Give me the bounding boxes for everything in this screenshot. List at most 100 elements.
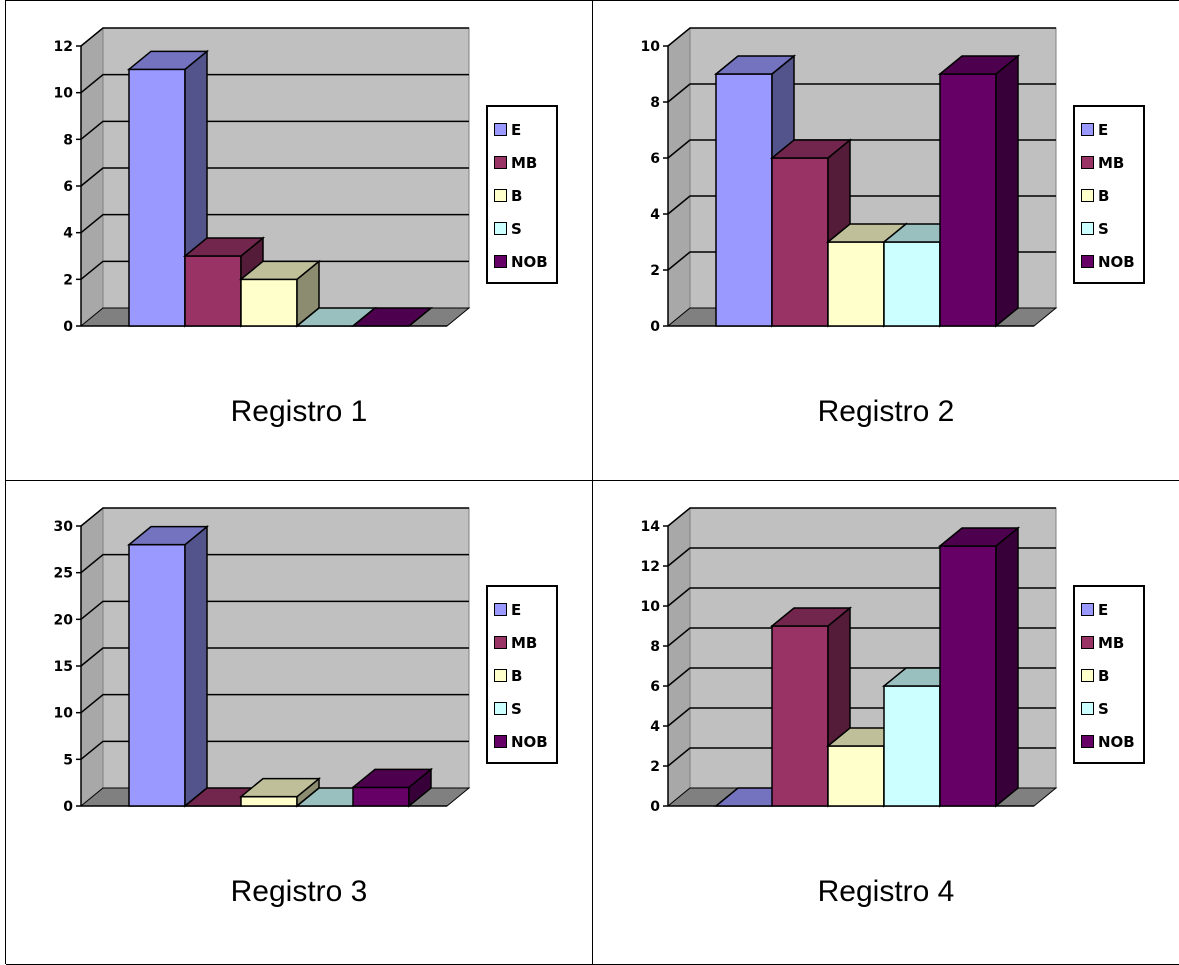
legend-label: B bbox=[1098, 666, 1110, 685]
legend-swatch bbox=[494, 603, 507, 616]
bar-top-b bbox=[238, 260, 322, 281]
legend-label: NOB bbox=[1098, 252, 1135, 271]
legend-item-b: B bbox=[494, 659, 550, 692]
legend-label: S bbox=[511, 219, 522, 238]
bar-top-nob bbox=[350, 307, 434, 327]
y-tick-label: 25 bbox=[54, 566, 73, 582]
legend: E MB B S NOB bbox=[1073, 105, 1145, 284]
bar-top-b bbox=[238, 777, 322, 798]
legend-item-b: B bbox=[494, 179, 550, 212]
legend-item-nob: NOB bbox=[494, 725, 550, 758]
y-tick-label: 30 bbox=[54, 519, 74, 535]
bar-front-b bbox=[827, 241, 885, 327]
legend-item-s: S bbox=[1081, 212, 1137, 245]
y-tick-label: 0 bbox=[63, 799, 73, 815]
y-tick-label: 6 bbox=[650, 151, 660, 167]
bar-top-mb bbox=[769, 607, 853, 627]
legend-swatch bbox=[494, 669, 507, 682]
y-tick-label: 6 bbox=[63, 179, 73, 195]
legend-swatch bbox=[1081, 255, 1094, 268]
legend-label: MB bbox=[511, 633, 538, 652]
legend-item-e: E bbox=[1081, 113, 1137, 146]
legend-item-mb: MB bbox=[494, 146, 550, 179]
y-tick-label: 5 bbox=[63, 752, 73, 768]
legend-label: B bbox=[1098, 186, 1110, 205]
gridline bbox=[80, 600, 469, 620]
legend-label: S bbox=[511, 699, 522, 718]
y-tick-label: 14 bbox=[641, 519, 661, 535]
legend: E MB B S NOB bbox=[486, 105, 558, 284]
chart-panel-registro-2: 0 2 4 6 8 10 E MB B S NOB Registro 2 bbox=[593, 1, 1179, 481]
gridline bbox=[80, 647, 469, 667]
gridline bbox=[667, 507, 1056, 527]
side-wall bbox=[667, 506, 691, 808]
legend-label: B bbox=[511, 186, 523, 205]
legend: E MB B S NOB bbox=[1073, 585, 1145, 764]
y-tick-label: 10 bbox=[641, 39, 661, 55]
bar-front-e bbox=[715, 73, 773, 327]
y-tick-label: 10 bbox=[54, 86, 74, 102]
bar-chart-1: 0 2 4 6 8 10 12 bbox=[54, 26, 471, 335]
gridline bbox=[80, 27, 469, 47]
y-tick-label: 10 bbox=[641, 599, 661, 615]
chart-panel-registro-4: 0 2 4 6 8 10 12 14 E MB B S NOB Registro 4 bbox=[593, 481, 1179, 965]
bar-b bbox=[238, 777, 322, 808]
legend-swatch bbox=[1081, 735, 1094, 748]
legend-item-e: E bbox=[1081, 593, 1137, 626]
gridline bbox=[667, 139, 1056, 159]
gridline bbox=[667, 83, 1056, 103]
y-tick-label: 8 bbox=[650, 639, 660, 655]
legend-label: NOB bbox=[511, 732, 548, 751]
legend-label: S bbox=[1098, 219, 1109, 238]
legend-item-mb: MB bbox=[494, 626, 550, 659]
bar-nob bbox=[350, 767, 434, 808]
bar-top-mb bbox=[769, 139, 853, 159]
legend-item-mb: MB bbox=[1081, 146, 1137, 179]
legend-swatch bbox=[494, 702, 507, 715]
y-tick-label: 12 bbox=[641, 559, 660, 575]
bar-side-nob bbox=[995, 54, 1019, 328]
y-tick-label: 0 bbox=[63, 319, 73, 335]
legend-swatch bbox=[494, 123, 507, 136]
y-tick-label: 4 bbox=[650, 719, 660, 735]
legend-label: MB bbox=[511, 153, 538, 172]
legend-item-s: S bbox=[494, 692, 550, 725]
bar-front-b bbox=[240, 795, 298, 807]
bar-front-s bbox=[883, 685, 941, 807]
gridline bbox=[667, 547, 1056, 567]
chart-caption: Registro 3 bbox=[230, 875, 368, 908]
chart-panel-registro-3: 0 5 10 15 20 25 30 E MB B S NOB Registro 3 bbox=[6, 481, 593, 965]
legend-swatch bbox=[494, 222, 507, 235]
y-tick-label: 20 bbox=[54, 612, 74, 628]
legend-item-mb: MB bbox=[1081, 626, 1137, 659]
legend-label: E bbox=[511, 120, 522, 139]
legend-swatch bbox=[1081, 669, 1094, 682]
bar-e bbox=[126, 525, 210, 808]
legend-swatch bbox=[1081, 189, 1094, 202]
legend-swatch bbox=[494, 189, 507, 202]
y-tick-label: 4 bbox=[63, 226, 73, 242]
legend-label: E bbox=[511, 600, 522, 619]
chart-caption: Registro 2 bbox=[817, 395, 955, 428]
bar-front-nob bbox=[939, 545, 997, 807]
bar-chart-2: 0 2 4 6 8 10 bbox=[641, 26, 1058, 335]
bar-nob bbox=[350, 307, 434, 327]
legend-swatch bbox=[1081, 603, 1094, 616]
y-tick-label: 2 bbox=[63, 272, 73, 288]
bar-top-nob bbox=[937, 55, 1021, 75]
bar-front-mb bbox=[771, 625, 829, 807]
y-tick-label: 12 bbox=[54, 39, 73, 55]
bar-front-s bbox=[883, 241, 941, 327]
legend-swatch bbox=[1081, 156, 1094, 169]
gridline bbox=[667, 27, 1056, 47]
legend-label: NOB bbox=[1098, 732, 1135, 751]
chart-panel-registro-1: 0 2 4 6 8 10 12 E MB B S NOB Registro 1 bbox=[6, 1, 593, 481]
gridline bbox=[80, 120, 469, 140]
bar-nob bbox=[937, 54, 1021, 328]
bar-chart-4: 0 2 4 6 8 10 12 14 bbox=[641, 506, 1058, 815]
legend-label: MB bbox=[1098, 633, 1125, 652]
legend-swatch bbox=[1081, 123, 1094, 136]
bar-top-mb bbox=[182, 237, 266, 257]
y-tick-label: 0 bbox=[650, 319, 660, 335]
